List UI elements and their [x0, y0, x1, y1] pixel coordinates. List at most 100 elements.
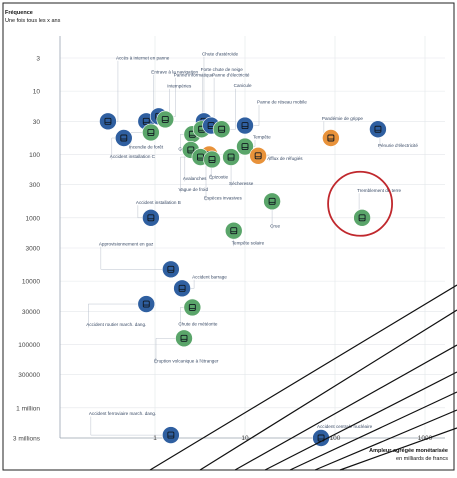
point-label: Incendie de forêt [129, 144, 164, 149]
point-label: Accident centrale nucléaire [317, 424, 373, 429]
x-axis-subtitle: en milliards de francs [396, 456, 448, 462]
search-icon [230, 227, 238, 235]
data-point [142, 123, 160, 142]
point-label: Épizootie [209, 173, 228, 179]
data-point [137, 295, 156, 313]
data-point [263, 192, 281, 211]
overlay-stroke [149, 284, 457, 471]
leader-lines [88, 56, 381, 439]
data-point [236, 137, 254, 156]
y-tick-label: 100 [29, 152, 40, 159]
y-tick-label: 3 millions [13, 436, 41, 443]
data-point [236, 116, 254, 135]
mountain-icon [187, 146, 195, 154]
overlay-lines [149, 170, 457, 471]
point-label: Accident barrage [192, 274, 227, 279]
y-tick-label: 30000 [22, 309, 40, 316]
overlay-stroke [264, 371, 457, 471]
point-label: Entrave à la navigation [151, 69, 198, 74]
y-tick-label: 300 [29, 182, 40, 189]
data-point [142, 208, 160, 227]
point-label: Vague de froid [178, 187, 208, 192]
wind-icon [241, 143, 249, 150]
point-label: Éruption volcanique à l'étranger [154, 357, 219, 363]
overlay-stroke [314, 409, 457, 471]
data-point [203, 150, 221, 169]
point-label: Tremblement de terre [357, 188, 401, 193]
point-label: Sécheresse [229, 181, 254, 186]
data-point [99, 112, 117, 131]
data-point [312, 429, 330, 447]
train-icon [167, 431, 175, 439]
overlay-stroke [339, 427, 457, 471]
cold-icon [197, 153, 204, 161]
point-label: Panne de réseau mobile [257, 100, 307, 105]
point-label: Accident ferroviaire march. dang. [89, 411, 156, 416]
overlay-stroke [289, 391, 457, 471]
point-label: Chute de météorite [178, 321, 218, 326]
tick-labels: 3 10 30 100 300 1000 3000 10000 30000 100000 30000… [13, 56, 433, 443]
leader-line [100, 246, 171, 270]
y-tick-label: 1000 [26, 215, 41, 222]
y-tick-label: 3000 [26, 246, 41, 253]
y-axis-subtitle: Une fois tous les x ans [5, 18, 61, 24]
meteorite-icon [188, 303, 196, 311]
phone-icon [241, 122, 249, 130]
data-point [249, 146, 267, 165]
point-label: Panne d'électricité [212, 73, 250, 78]
y-tick-label: 30 [33, 119, 41, 126]
data-point [156, 110, 175, 129]
point-label: Crue [270, 223, 280, 228]
factory-icon [120, 134, 128, 142]
point-label: Accident installation C [110, 154, 156, 159]
volcano-icon [180, 334, 188, 342]
factory-icon [147, 214, 155, 222]
y-tick-label: 10000 [22, 279, 40, 286]
y-tick-label: 1 million [16, 405, 40, 412]
point-label: Forte chute de neige [201, 67, 244, 72]
data-point [173, 279, 191, 298]
data-point [222, 148, 240, 166]
data-point [162, 260, 180, 279]
dam-icon [178, 284, 186, 292]
point-labels: Accès à internet en panne Entrave à la na… [86, 51, 418, 429]
x-tick-label: 1000 [418, 435, 433, 442]
y-axis-title: Fréquence [5, 10, 33, 16]
x-tick-label: 100 [330, 435, 341, 442]
point-label: Chute d'astéroïde [202, 51, 239, 56]
cloud-icon [161, 115, 169, 123]
data-point [224, 221, 243, 240]
point-label: Pénurie d'électricité [378, 143, 418, 148]
data-point [322, 129, 340, 147]
fire-icon [147, 129, 155, 136]
highlight-circle [327, 170, 393, 237]
y-tick-label: 300000 [18, 372, 40, 379]
point-label: Panne informatique [174, 72, 214, 77]
x-tick-label: 10 [241, 435, 249, 442]
sun-icon [218, 125, 226, 133]
point-label: Tempête [253, 135, 271, 140]
point-label: Avalanches [183, 176, 207, 181]
data-point [183, 298, 202, 317]
data-point [114, 129, 133, 147]
point-label: Afflux de réfugiés [267, 156, 303, 161]
data-point [212, 120, 231, 139]
people-icon [254, 152, 262, 160]
point-label: Accident installation B [136, 200, 181, 205]
bug-icon [208, 156, 216, 163]
point-label: Pandémie de grippe [322, 116, 364, 121]
leader-line [90, 416, 171, 436]
house-icon [268, 197, 276, 205]
point-label: Intempéries [167, 83, 192, 88]
y-tick-label: 10 [33, 89, 41, 96]
point-label: Approvisionnement en gaz [99, 241, 154, 246]
leader-line [155, 338, 184, 364]
gas-icon [167, 265, 175, 273]
y-tick-label: 100000 [18, 342, 40, 349]
data-point [369, 120, 387, 139]
chart-border [2, 2, 455, 471]
overlay-stroke [234, 344, 457, 471]
leader-line [88, 303, 147, 328]
